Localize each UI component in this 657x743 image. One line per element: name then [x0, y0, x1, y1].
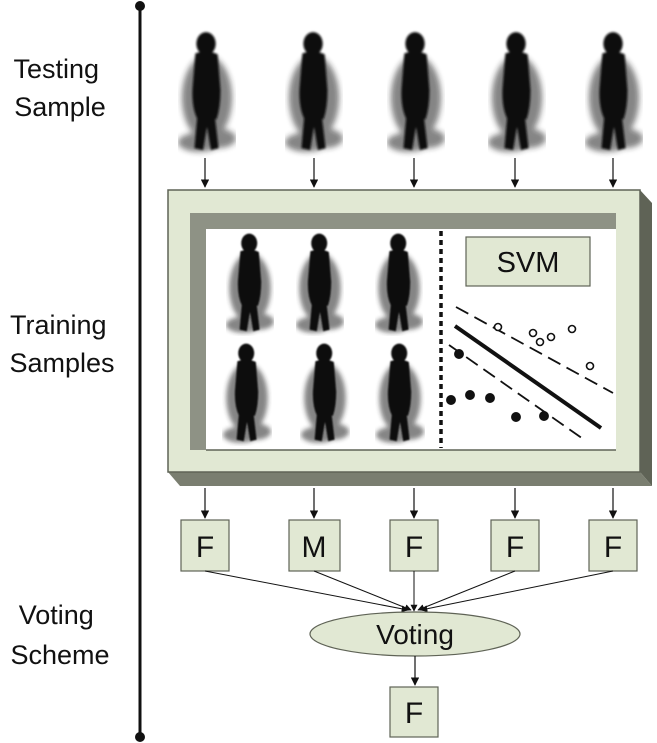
svm-hyperplane-icon — [446, 306, 614, 442]
prediction-label: F — [405, 531, 423, 564]
prediction-box: F — [588, 519, 638, 572]
voting-arrows — [204, 570, 614, 613]
prediction-box: F — [180, 519, 230, 572]
prediction-box: M — [288, 519, 341, 572]
prediction-box: F — [389, 519, 439, 572]
final-result-label: F — [405, 697, 423, 730]
gait-silhouette-icon — [488, 32, 546, 152]
training-samples-label: Training Samples — [9, 310, 114, 378]
gait-silhouette-icon — [387, 32, 445, 152]
prediction-label: F — [506, 531, 524, 564]
gait-silhouette-icon — [285, 32, 343, 152]
svm-box — [465, 236, 591, 287]
final-result-box — [389, 686, 439, 738]
voting-node-label: Voting — [376, 619, 454, 650]
svm-label: SVM — [497, 247, 560, 279]
testing-samples — [178, 32, 643, 152]
prediction-box: F — [490, 519, 540, 572]
testing-sample-label: Testing Sample — [13, 54, 106, 122]
prediction-label: F — [196, 531, 214, 564]
prediction-boxes: F M F F F — [180, 519, 638, 572]
output-arrows — [200, 488, 618, 519]
voting-scheme-label: Voting Scheme — [10, 600, 109, 670]
prediction-label: F — [604, 531, 622, 564]
timeline-start-dot — [135, 1, 145, 11]
gait-silhouette-icon — [585, 32, 643, 152]
timeline-end-dot — [135, 732, 145, 742]
gait-silhouette-icon — [178, 32, 236, 152]
prediction-label: M — [302, 531, 327, 564]
input-arrows — [200, 158, 618, 188]
